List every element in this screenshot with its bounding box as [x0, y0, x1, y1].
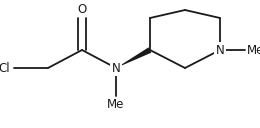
Text: O: O — [77, 3, 87, 16]
Text: Cl: Cl — [0, 61, 10, 74]
Text: Me: Me — [247, 44, 260, 56]
Text: N: N — [216, 44, 224, 56]
Polygon shape — [116, 47, 151, 68]
Text: Me: Me — [107, 98, 125, 111]
Text: N: N — [112, 61, 120, 74]
